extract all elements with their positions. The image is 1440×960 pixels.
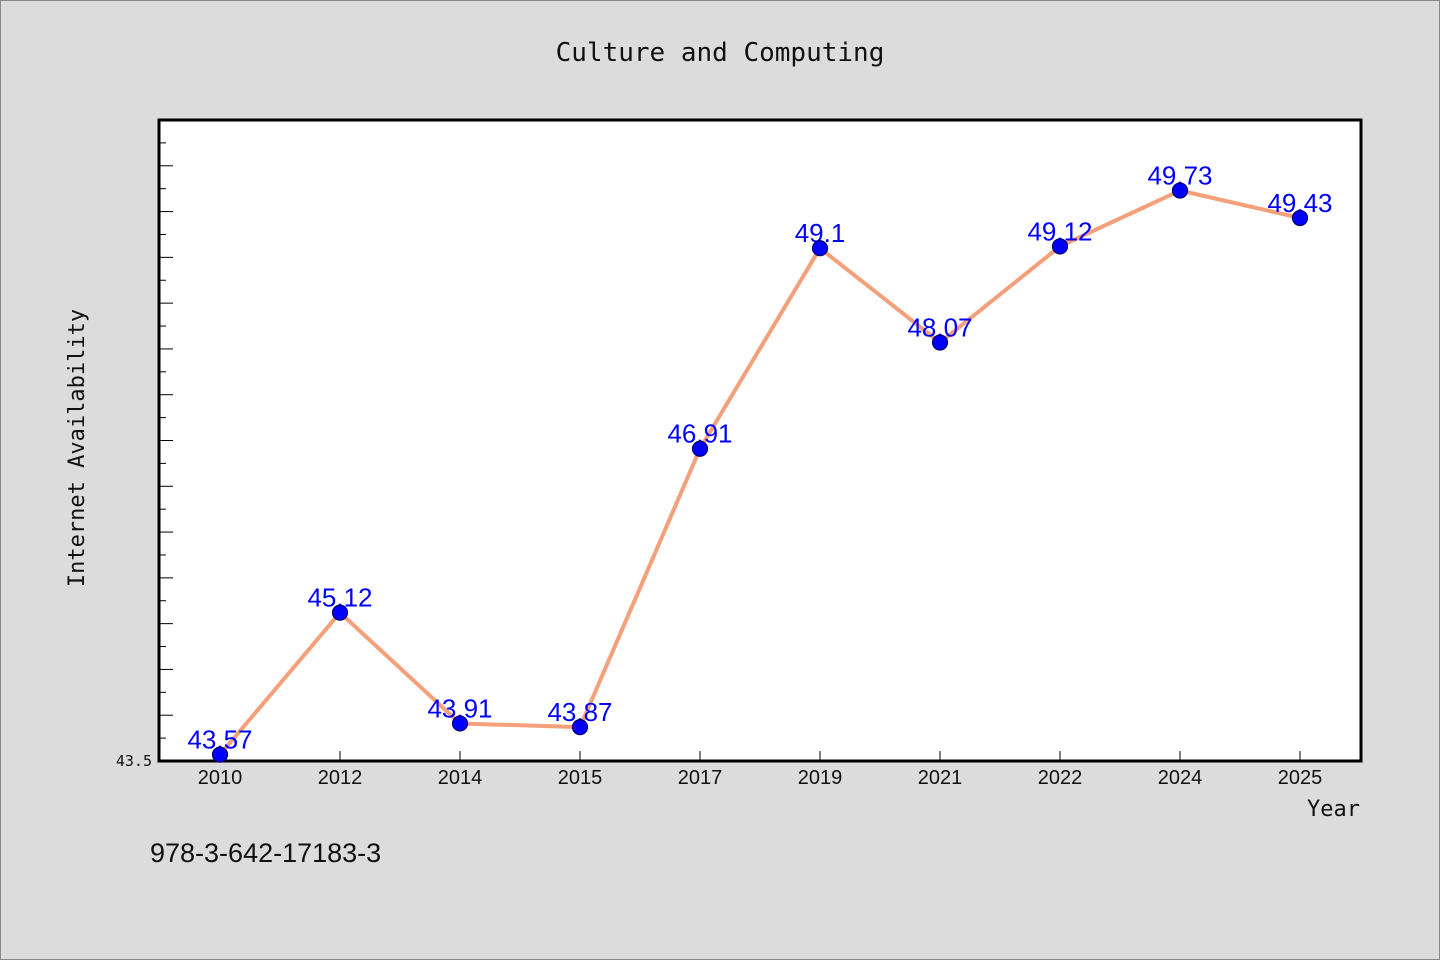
x-tick-label: 2010 xyxy=(198,767,243,789)
x-axis-label: Year xyxy=(1307,797,1360,822)
y-axis-label: Internet Availability xyxy=(65,309,90,587)
x-tick-label: 2017 xyxy=(678,767,723,789)
data-point xyxy=(451,715,469,732)
x-tick-label: 2012 xyxy=(318,767,363,789)
x-tick-label: 2015 xyxy=(558,767,603,789)
y-tick-label-min: 43.5 xyxy=(116,752,152,770)
data-point xyxy=(571,719,589,736)
data-point xyxy=(1051,238,1069,255)
x-tick-label: 2022 xyxy=(1038,767,1083,789)
y-axis-ticks xyxy=(159,119,173,762)
plot-area xyxy=(157,118,1363,763)
data-point xyxy=(811,240,829,257)
footer-isbn: 978-3-642-17183-3 xyxy=(150,838,381,868)
x-tick-label: 2021 xyxy=(918,767,963,789)
series-line xyxy=(218,188,1301,756)
data-point xyxy=(331,604,349,621)
x-tick-label: 2024 xyxy=(1158,767,1203,789)
x-axis-ticks: 2010 2012 2014 2015 2017 2019 2021 2022 2024 2025 xyxy=(198,751,1323,789)
data-point xyxy=(1171,182,1189,199)
data-point xyxy=(211,746,229,763)
data-point xyxy=(931,334,949,351)
x-tick-label: 2019 xyxy=(798,767,843,789)
data-point xyxy=(1291,209,1309,227)
chart-title: Culture and Computing xyxy=(556,38,885,68)
x-tick-label: 2025 xyxy=(1278,767,1323,789)
x-tick-label: 2014 xyxy=(438,767,483,789)
data-point xyxy=(691,440,709,457)
